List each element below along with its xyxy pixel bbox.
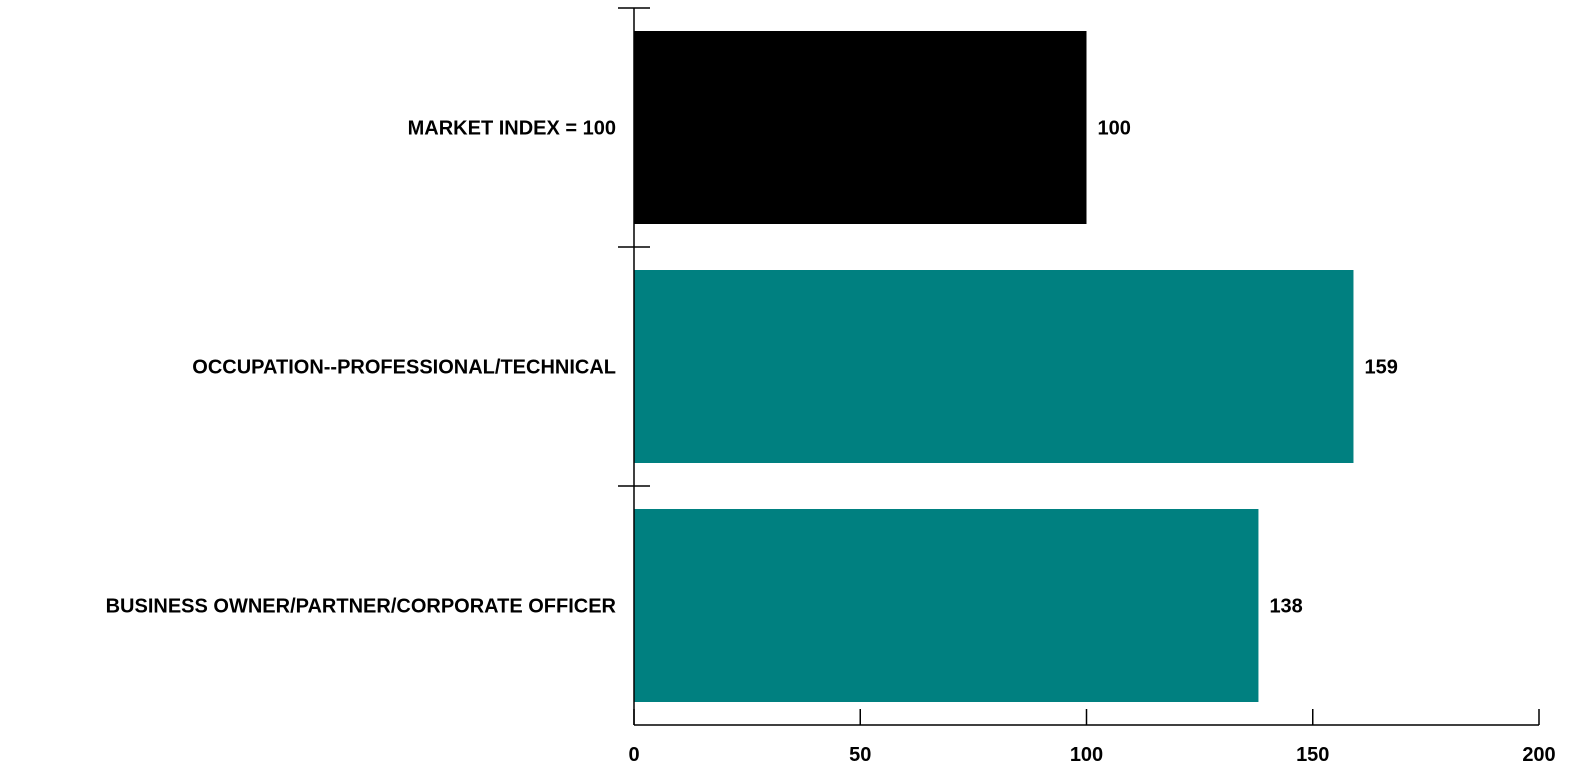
category-labels: MARKET INDEX = 100 OCCUPATION--PROFESSION…: [106, 118, 617, 618]
value-label-2: 159: [1364, 357, 1397, 379]
bar-1: [634, 31, 1087, 224]
bar-2: [634, 270, 1354, 463]
bar-3: [634, 509, 1259, 702]
x-tick-label-150: 150: [1296, 744, 1329, 765]
axes: 0 50 100 150 200: [618, 7, 1556, 765]
value-label-1: 100: [1098, 118, 1131, 140]
x-tick-label-100: 100: [1070, 744, 1103, 765]
value-label-3: 138: [1269, 596, 1302, 618]
x-tick-label-50: 50: [849, 744, 871, 765]
x-tick-label-200: 200: [1522, 744, 1555, 765]
category-label-2: OCCUPATION--PROFESSIONAL/TECHNICAL: [192, 357, 616, 379]
category-label-1: MARKET INDEX = 100: [408, 118, 616, 140]
x-tick-label-0: 0: [628, 744, 639, 765]
bars-layer: [634, 31, 1354, 702]
value-labels: 100 159 138: [1098, 118, 1398, 618]
category-label-3: BUSINESS OWNER/PARTNER/CORPORATE OFFICER: [106, 596, 617, 618]
